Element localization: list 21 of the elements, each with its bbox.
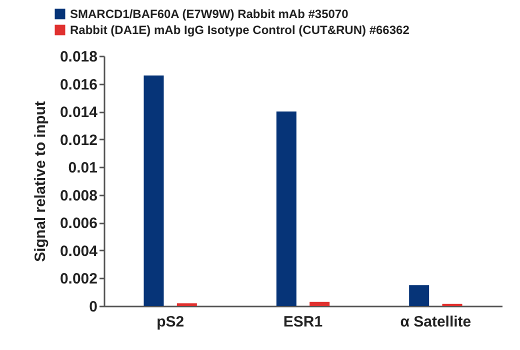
x-tick-label: pS2 [156, 314, 184, 330]
y-tick-label: 0.014 [60, 104, 98, 122]
legend-label: Rabbit (DA1E) mAb IgG Isotype Control (CUT&RUN) #66362 [70, 23, 410, 37]
y-tick-label: 0 [89, 298, 98, 316]
legend-label: SMARCD1/BAF60A (E7W9W) Rabbit mAb #35070 [70, 7, 349, 21]
bar [276, 112, 296, 306]
y-tick-label: 0.004 [60, 242, 98, 260]
y-tick-label: 0.018 [60, 48, 98, 66]
y-tick-label: 0.002 [60, 270, 98, 288]
y-tick-label: 0.016 [60, 76, 98, 94]
x-tick-label: ESR1 [283, 314, 323, 330]
bar [409, 285, 430, 306]
y-tick-label: 0.012 [60, 132, 98, 149]
bar [176, 303, 197, 306]
y-tick-label: 0.006 [60, 215, 98, 232]
x-tick-label: α Satellite [400, 314, 472, 330]
y-axis-title: Signal relative to input [32, 101, 49, 262]
y-tick-label: 0.008 [60, 187, 98, 204]
bar [310, 302, 330, 306]
y-tick-label: 0.01 [68, 160, 98, 177]
bar [144, 75, 164, 306]
